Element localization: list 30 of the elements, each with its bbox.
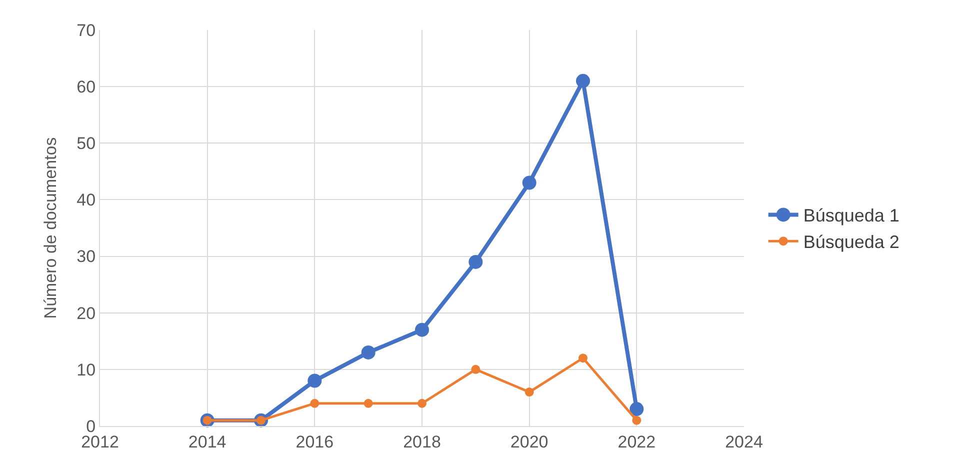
x-tick-label: 2024: [725, 432, 763, 452]
x-tick-label: 2014: [188, 432, 226, 452]
point: [576, 74, 590, 88]
point: [308, 374, 322, 388]
y-tick-label: 10: [76, 360, 96, 380]
point: [468, 254, 483, 269]
y-tick-label: 60: [76, 78, 96, 97]
x-tick-label: 2022: [618, 432, 656, 452]
point: [418, 398, 426, 408]
point: [415, 322, 429, 337]
point: [632, 416, 642, 425]
point: [361, 345, 376, 360]
y-tick-label: 20: [76, 304, 96, 323]
legend-label: Búsqueda 1: [803, 206, 900, 226]
y-tick-label: 50: [76, 134, 96, 154]
y-axis-title: Número de documentos: [41, 137, 60, 319]
point: [578, 354, 588, 363]
y-tick-label: 70: [76, 20, 96, 40]
point: [310, 398, 320, 408]
point: [364, 398, 373, 408]
x-tick-label: 2020: [510, 432, 548, 452]
x-tick-label: 2016: [296, 432, 334, 452]
point: [524, 388, 534, 397]
x-tick-label: 2018: [403, 432, 441, 452]
legend-label: Búsqueda 2: [803, 232, 900, 252]
point: [522, 176, 536, 190]
y-tick-label: 30: [76, 247, 96, 266]
y-tick-label: 40: [76, 190, 96, 210]
point: [630, 402, 644, 416]
point: [471, 364, 480, 374]
